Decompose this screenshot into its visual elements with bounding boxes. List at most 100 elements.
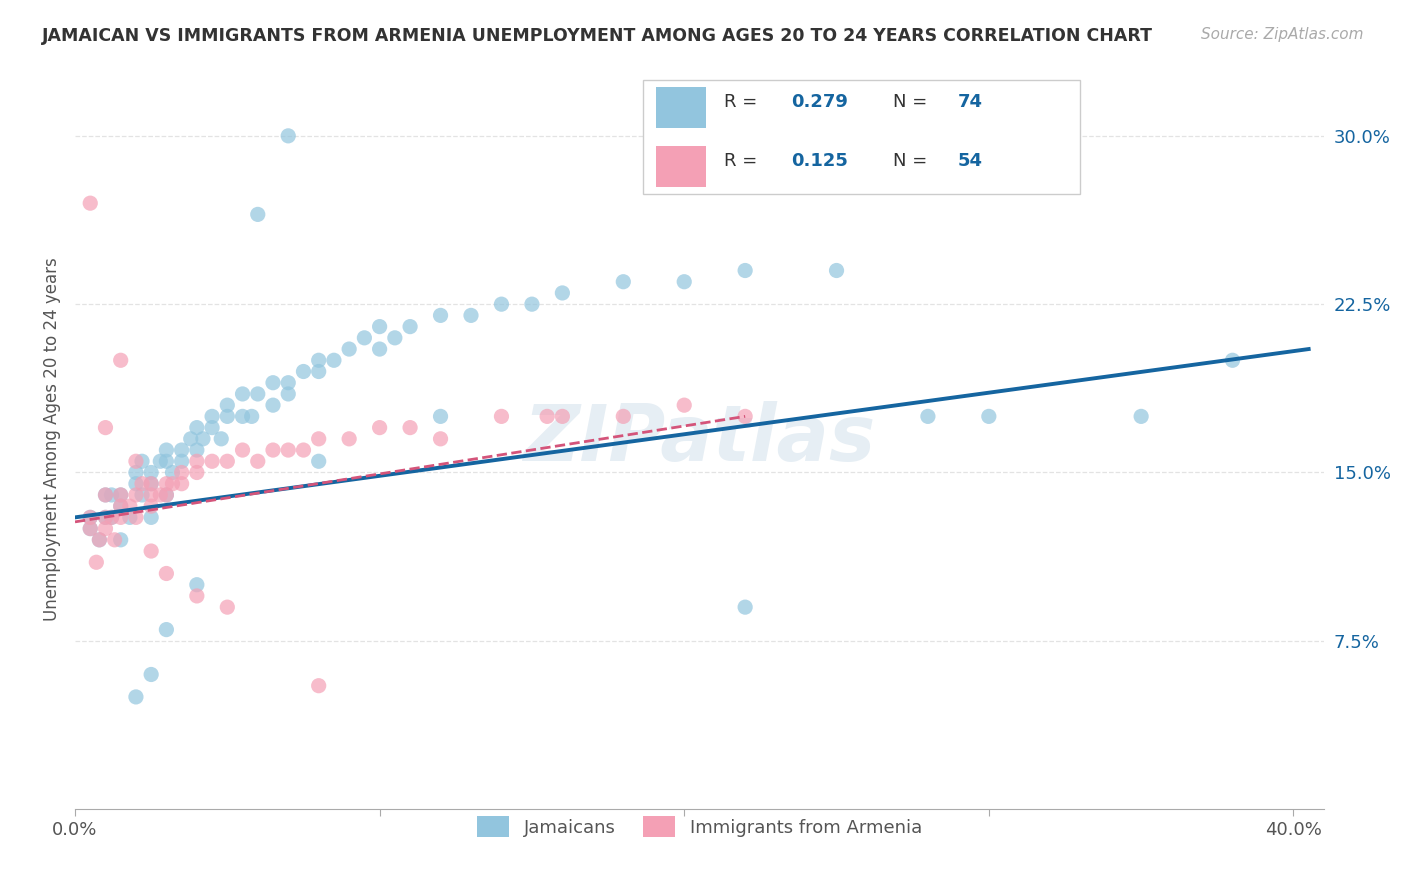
Text: JAMAICAN VS IMMIGRANTS FROM ARMENIA UNEMPLOYMENT AMONG AGES 20 TO 24 YEARS CORRE: JAMAICAN VS IMMIGRANTS FROM ARMENIA UNEM… [42,27,1153,45]
Point [125,466,148,480]
Point [1130,409,1153,424]
Point [337,342,360,356]
Point [551,409,574,424]
Point [186,589,208,603]
Point [491,409,513,424]
Point [217,409,239,424]
Point [125,476,148,491]
Point [186,454,208,468]
Point [131,454,153,468]
Point [118,510,141,524]
Point [201,454,224,468]
FancyBboxPatch shape [655,146,706,187]
Text: 54: 54 [957,153,983,170]
Point [79,522,101,536]
Point [141,544,163,558]
Text: 0.125: 0.125 [790,153,848,170]
Point [186,578,208,592]
Point [162,476,184,491]
Point [110,488,132,502]
Point [323,353,346,368]
Point [734,600,756,615]
Point [141,667,163,681]
Point [673,275,696,289]
Point [79,522,101,536]
Legend: Jamaicans, Immigrants from Armenia: Jamaicans, Immigrants from Armenia [470,809,929,845]
Point [429,409,451,424]
Text: 74: 74 [957,93,983,111]
Point [551,285,574,300]
Point [232,387,254,401]
Point [162,466,184,480]
Point [673,398,696,412]
Point [170,443,193,458]
Point [149,454,172,468]
Point [110,533,132,547]
Point [100,488,122,502]
Point [155,454,177,468]
Point [384,331,406,345]
Point [308,454,330,468]
Point [141,510,163,524]
Point [170,476,193,491]
Point [429,309,451,323]
Point [100,510,122,524]
Point [186,443,208,458]
Point [110,510,132,524]
Point [155,566,177,581]
Point [94,488,117,502]
Point [368,420,391,434]
Text: Source: ZipAtlas.com: Source: ZipAtlas.com [1201,27,1364,42]
Point [734,409,756,424]
Point [125,454,148,468]
Point [141,466,163,480]
Point [118,499,141,513]
Point [337,432,360,446]
Point [209,432,232,446]
Point [155,623,177,637]
Point [246,387,269,401]
Point [79,510,101,524]
Point [201,409,224,424]
Point [170,466,193,480]
Point [186,420,208,434]
Point [94,420,117,434]
Point [191,432,214,446]
FancyBboxPatch shape [644,79,1080,194]
Point [429,432,451,446]
Point [217,600,239,615]
Point [217,454,239,468]
Point [155,488,177,502]
Point [141,499,163,513]
Point [825,263,848,277]
Point [110,499,132,513]
Point [917,409,939,424]
Point [612,409,634,424]
Point [308,679,330,693]
Point [125,510,148,524]
Point [125,488,148,502]
Point [536,409,558,424]
Point [104,533,127,547]
Point [94,522,117,536]
Text: N =: N = [893,93,934,111]
Point [141,476,163,491]
Text: R =: R = [724,153,769,170]
Point [399,420,422,434]
Point [141,476,163,491]
Y-axis label: Unemployment Among Ages 20 to 24 years: Unemployment Among Ages 20 to 24 years [44,257,60,621]
Point [217,398,239,412]
Point [368,342,391,356]
Point [368,319,391,334]
Point [110,353,132,368]
Text: N =: N = [893,153,934,170]
Point [240,409,263,424]
Point [399,319,422,334]
Point [110,488,132,502]
Point [110,499,132,513]
Point [1222,353,1244,368]
Point [262,376,284,390]
Point [977,409,1000,424]
Point [491,297,513,311]
Point [277,387,299,401]
